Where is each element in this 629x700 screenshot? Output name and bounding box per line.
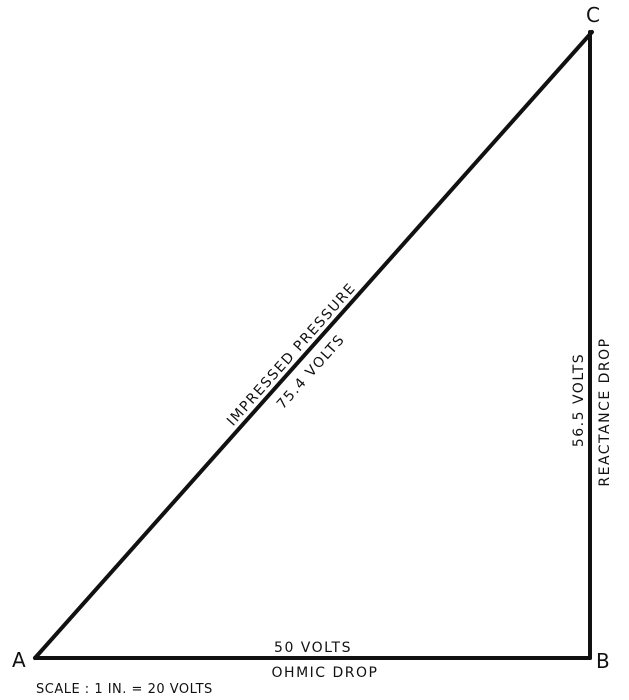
vertical-name-label: REACTANCE DROP	[597, 337, 613, 486]
vertex-c-label: C	[586, 3, 600, 27]
base-name-label: OHMIC DROP	[272, 665, 379, 681]
scale-note: SCALE : 1 IN. = 20 VOLTS	[36, 682, 213, 697]
vertex-a-label: A	[12, 648, 26, 672]
hypotenuse-line	[33, 30, 594, 660]
vertex-b-label: B	[596, 649, 610, 673]
hypotenuse-name-label: IMPRESSED PRESSURE	[224, 280, 359, 429]
vertical-value-label: 56.5 VOLTS	[571, 353, 587, 447]
base-value-label: 50 VOLTS	[274, 640, 352, 656]
